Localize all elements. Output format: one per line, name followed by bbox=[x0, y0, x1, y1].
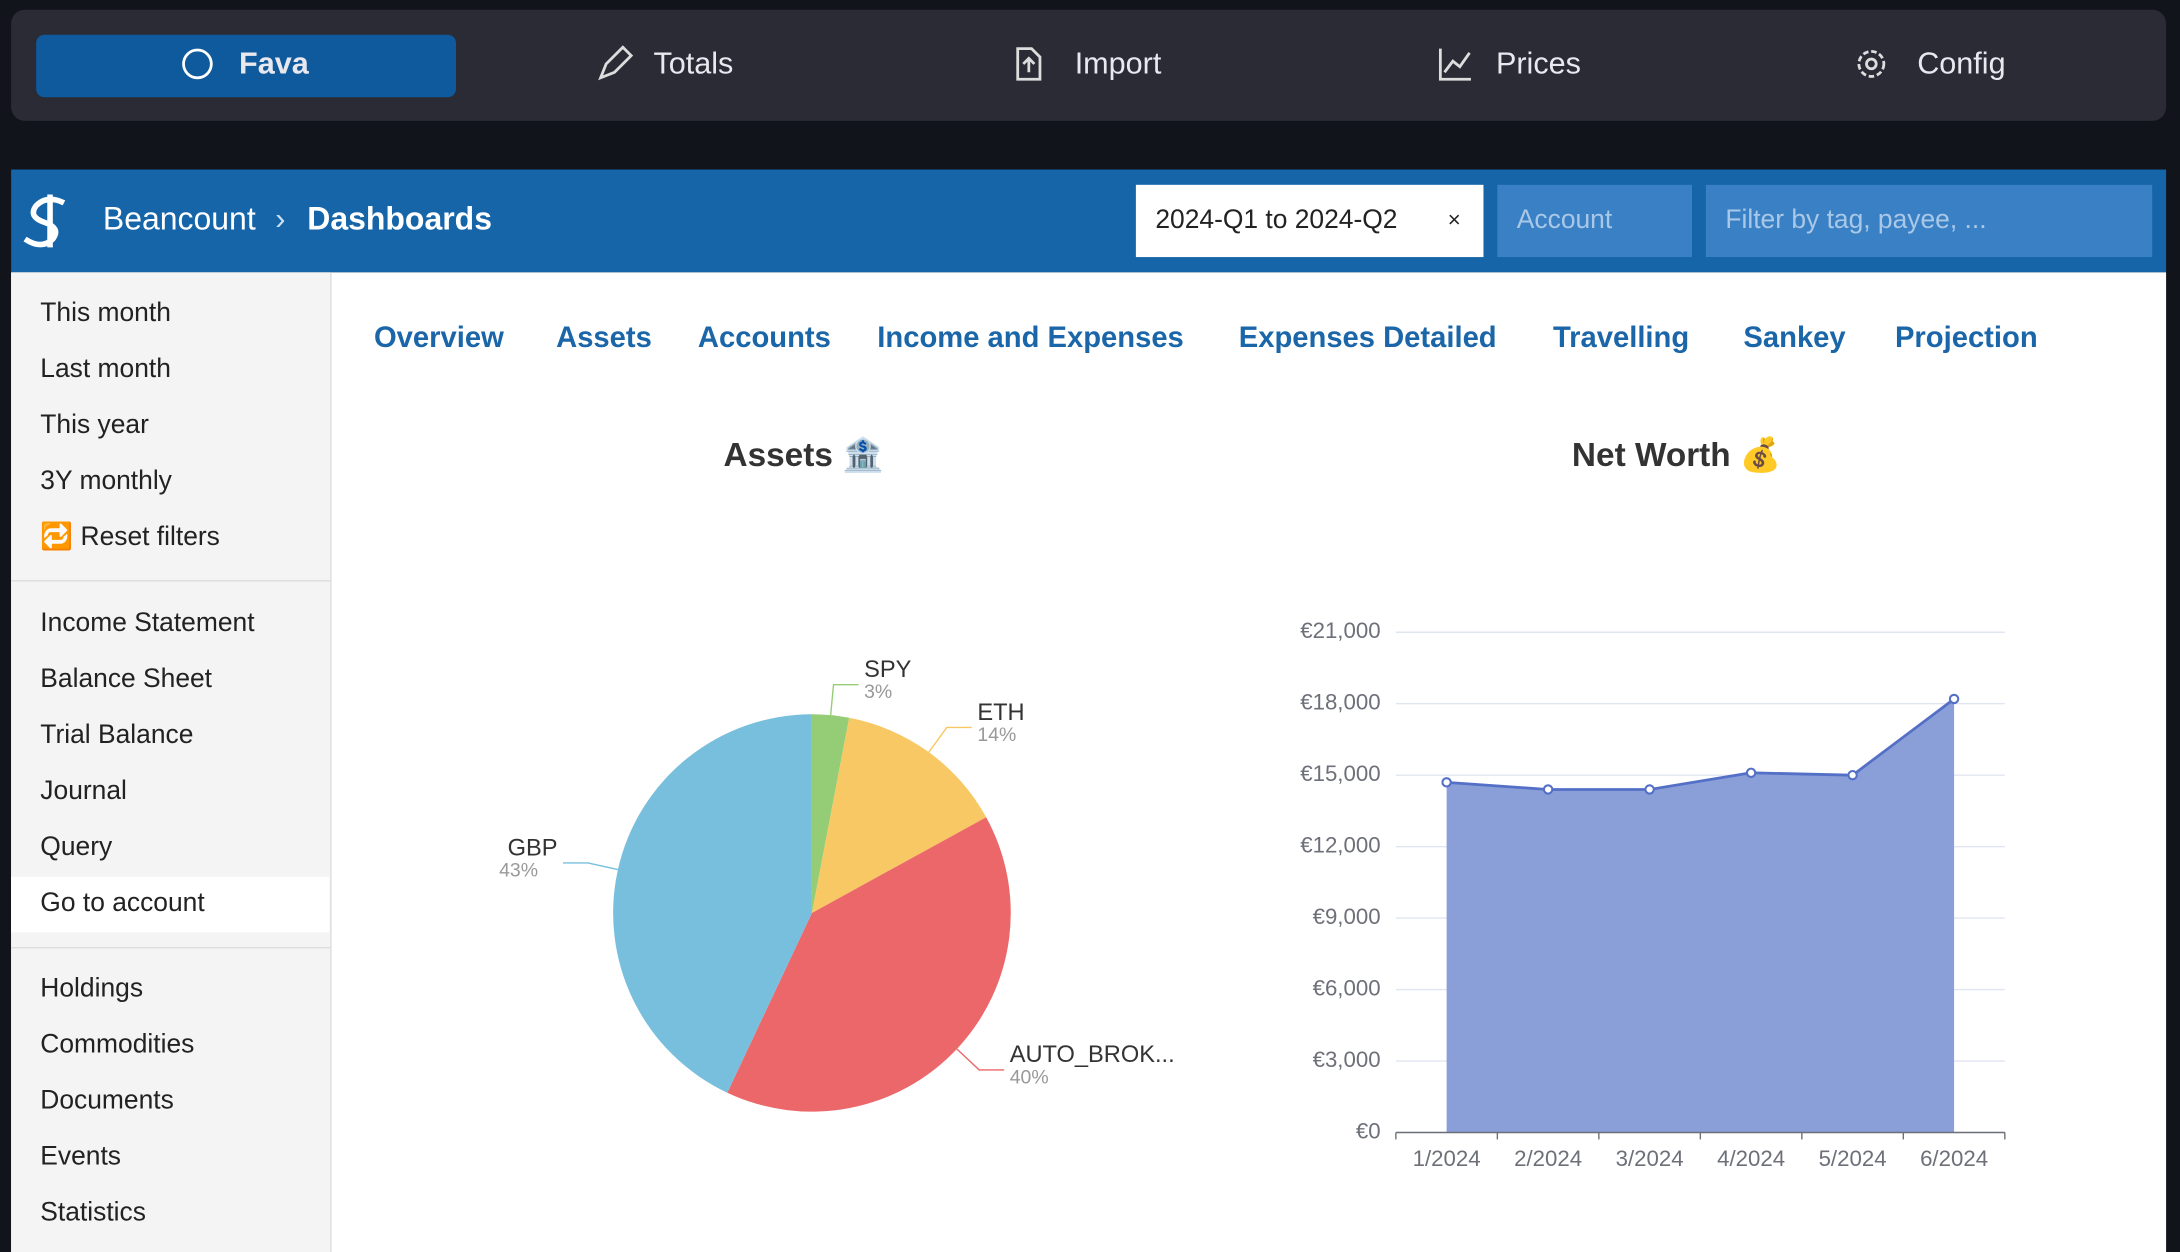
sidebar-link[interactable]: Documents bbox=[40, 1084, 174, 1114]
top-nav: Fava Totals Import Prices Config bbox=[239, 46, 2006, 80]
chart-title: Assets 🏦 bbox=[723, 435, 883, 474]
slice-label: SPY bbox=[864, 657, 912, 683]
point bbox=[1745, 767, 1757, 779]
dashboard-tab[interactable]: Overview bbox=[374, 322, 504, 354]
account-placeholder: Account bbox=[1517, 204, 1613, 234]
nav-tab[interactable]: Import bbox=[1075, 46, 1162, 80]
y-tick-label: €9,000 bbox=[1313, 904, 1381, 929]
label-line bbox=[956, 1048, 1005, 1071]
x-tick-label: 5/2024 bbox=[1819, 1146, 1887, 1171]
dashboard-tab[interactable]: Assets bbox=[556, 322, 652, 354]
slice-value: 14% bbox=[977, 724, 1016, 746]
nav-tab[interactable]: Fava bbox=[239, 46, 310, 80]
x-tick-label: 3/2024 bbox=[1616, 1146, 1684, 1171]
config-icon-core bbox=[1865, 57, 1878, 71]
slice-label: ETH bbox=[977, 700, 1024, 726]
breadcrumb[interactable]: Dashboards bbox=[307, 200, 492, 236]
sidebar-link[interactable]: Income Statement bbox=[40, 607, 255, 637]
prices-icon bbox=[1438, 48, 1471, 81]
dashboard-tab[interactable]: Income and Expenses bbox=[877, 322, 1184, 354]
chart-title: Net Worth 💰 bbox=[1572, 435, 1782, 475]
nav-tab[interactable]: Config bbox=[1917, 46, 2005, 80]
logo bbox=[23, 194, 66, 248]
sidebar-links: This month Last month This year 3Y monthly 🔁… bbox=[40, 297, 255, 1226]
sidebar-link[interactable]: 3Y monthly bbox=[40, 465, 172, 495]
pie-slice bbox=[811, 717, 987, 913]
sidebar-link[interactable]: Last month bbox=[40, 353, 171, 383]
point bbox=[1948, 693, 1960, 705]
dashboard-tab[interactable]: Sankey bbox=[1743, 322, 1846, 354]
nav-tab[interactable]: Totals bbox=[653, 46, 733, 80]
label-line bbox=[829, 683, 859, 716]
dashboard-tab[interactable]: Travelling bbox=[1553, 322, 1689, 354]
label-line bbox=[563, 862, 619, 871]
time-filter[interactable] bbox=[1135, 184, 1484, 258]
sidebar-link[interactable]: Balance Sheet bbox=[40, 663, 212, 693]
totals-icon bbox=[598, 45, 634, 81]
sidebar-link[interactable]: Events bbox=[40, 1140, 121, 1170]
slice-value: 43% bbox=[499, 859, 538, 881]
tag-placeholder: Filter by tag, payee, ... bbox=[1725, 204, 1986, 234]
dashboard-tabs: Overview Assets Accounts Income and Expense… bbox=[374, 322, 2038, 354]
sidebar-link[interactable]: This month bbox=[40, 297, 171, 327]
breadcrumb-sep: › bbox=[275, 202, 285, 236]
y-tick-label: €18,000 bbox=[1300, 690, 1380, 715]
area bbox=[1446, 698, 1955, 1133]
pie-slice bbox=[727, 817, 1011, 1112]
time-filter-value: 2024-Q1 to 2024-Q2 bbox=[1155, 204, 1397, 234]
sidebar-link[interactable]: 🔁 Reset filters bbox=[40, 521, 220, 551]
x-tick-label: 4/2024 bbox=[1717, 1146, 1785, 1171]
y-tick-label: €3,000 bbox=[1313, 1047, 1381, 1072]
sidebar-link[interactable]: This year bbox=[40, 409, 149, 439]
point bbox=[1847, 769, 1858, 781]
sidebar-link[interactable]: Trial Balance bbox=[40, 719, 193, 749]
pie-slice bbox=[613, 714, 812, 1093]
config-icon bbox=[1857, 50, 1886, 78]
brand[interactable]: Beancount bbox=[103, 200, 256, 236]
y-tick-label: €15,000 bbox=[1300, 761, 1380, 786]
point bbox=[1542, 784, 1554, 795]
label-line bbox=[928, 726, 972, 753]
dashboard-tab[interactable]: Expenses Detailed bbox=[1239, 322, 1497, 354]
slice-label: GBP bbox=[508, 835, 558, 861]
y-tick-label: €0 bbox=[1356, 1118, 1381, 1143]
line bbox=[1446, 697, 1955, 791]
dashboard-tab[interactable]: Accounts bbox=[698, 322, 831, 354]
x-tick-label: 1/2024 bbox=[1413, 1146, 1481, 1171]
active-tab-bg[interactable] bbox=[36, 34, 457, 98]
slice-value: 40% bbox=[1010, 1066, 1049, 1088]
tag-filter[interactable] bbox=[1705, 184, 2153, 258]
fava-icon bbox=[182, 48, 213, 80]
sidebar-link[interactable]: Statistics bbox=[40, 1196, 146, 1226]
point bbox=[1644, 784, 1655, 795]
nav-tab[interactable]: Prices bbox=[1496, 46, 1581, 80]
sidebar-link[interactable]: Query bbox=[40, 831, 113, 861]
pie-slice bbox=[811, 714, 850, 913]
point bbox=[1441, 777, 1452, 788]
go-to-account-bg bbox=[11, 876, 330, 933]
account-filter[interactable] bbox=[1497, 184, 1693, 258]
y-tick-label: €12,000 bbox=[1300, 833, 1380, 858]
x-tick-label: 6/2024 bbox=[1920, 1146, 1988, 1171]
slice-value: 3% bbox=[864, 681, 892, 703]
y-tick-label: €21,000 bbox=[1300, 618, 1380, 643]
x-tick-label: 2/2024 bbox=[1514, 1146, 1582, 1171]
sidebar-link[interactable]: Go to account bbox=[40, 887, 205, 917]
y-tick-label: €6,000 bbox=[1313, 975, 1381, 1000]
sidebar bbox=[11, 272, 331, 1252]
sidebar-link[interactable]: Holdings bbox=[40, 972, 143, 1002]
clear-button[interactable]: × bbox=[1448, 207, 1461, 232]
dashboard-tab[interactable]: Projection bbox=[1895, 322, 2038, 354]
sidebar-link[interactable]: Journal bbox=[40, 775, 127, 805]
top-bar bbox=[11, 9, 2167, 121]
import-icon bbox=[1016, 47, 1042, 81]
sidebar-link[interactable]: Commodities bbox=[40, 1028, 194, 1058]
slice-label: AUTO_BROK... bbox=[1010, 1042, 1175, 1068]
